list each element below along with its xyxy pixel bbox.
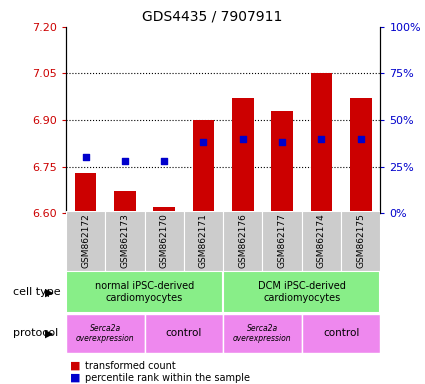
Text: GSM862173: GSM862173 [120,214,129,268]
Text: GSM862172: GSM862172 [81,214,90,268]
Bar [75,173,96,213]
Bar [114,191,136,213]
Text: GSM862176: GSM862176 [238,214,247,268]
Text: DCM iPSC-derived
cardiomyocytes: DCM iPSC-derived cardiomyocytes [258,281,346,303]
Point [161,158,167,164]
Text: GSM862171: GSM862171 [199,214,208,268]
Point [357,136,364,142]
Bar [184,211,223,271]
Text: Serca2a
overexpression: Serca2a overexpression [233,324,292,343]
Bar [153,207,175,213]
Point [318,136,325,142]
Bar [223,314,302,353]
Bar [144,314,223,353]
Text: percentile rank within the sample: percentile rank within the sample [85,373,250,383]
Bar [144,211,184,271]
Bar [66,271,223,313]
Point [200,139,207,146]
Text: GSM862170: GSM862170 [160,214,169,268]
Bar [66,211,105,271]
Text: ▶: ▶ [45,287,53,297]
Text: protocol: protocol [13,328,58,338]
Bar [311,73,332,213]
Text: ■: ■ [70,361,81,371]
Bar [262,211,302,271]
Bar [223,211,262,271]
Bar [302,314,380,353]
Text: GSM862174: GSM862174 [317,214,326,268]
Text: normal iPSC-derived
cardiomyocytes: normal iPSC-derived cardiomyocytes [95,281,194,303]
Text: control: control [323,328,359,338]
Bar [271,111,293,213]
Text: Serca2a
overexpression: Serca2a overexpression [76,324,134,343]
Bar [105,211,144,271]
Bar [193,120,214,213]
Point [239,136,246,142]
Bar [350,98,371,213]
Text: ■: ■ [70,373,81,383]
Point [279,139,286,146]
Text: ▶: ▶ [45,328,53,338]
Text: transformed count: transformed count [85,361,176,371]
Bar [66,314,144,353]
Text: control: control [166,328,202,338]
Point [82,154,89,161]
Text: GSM862177: GSM862177 [278,214,286,268]
Bar [232,98,254,213]
Text: GDS4435 / 7907911: GDS4435 / 7907911 [142,10,283,23]
Bar [223,271,380,313]
Bar [302,211,341,271]
Point [122,158,128,164]
Bar [341,211,380,271]
Text: cell type: cell type [13,287,60,297]
Text: GSM862175: GSM862175 [356,214,365,268]
